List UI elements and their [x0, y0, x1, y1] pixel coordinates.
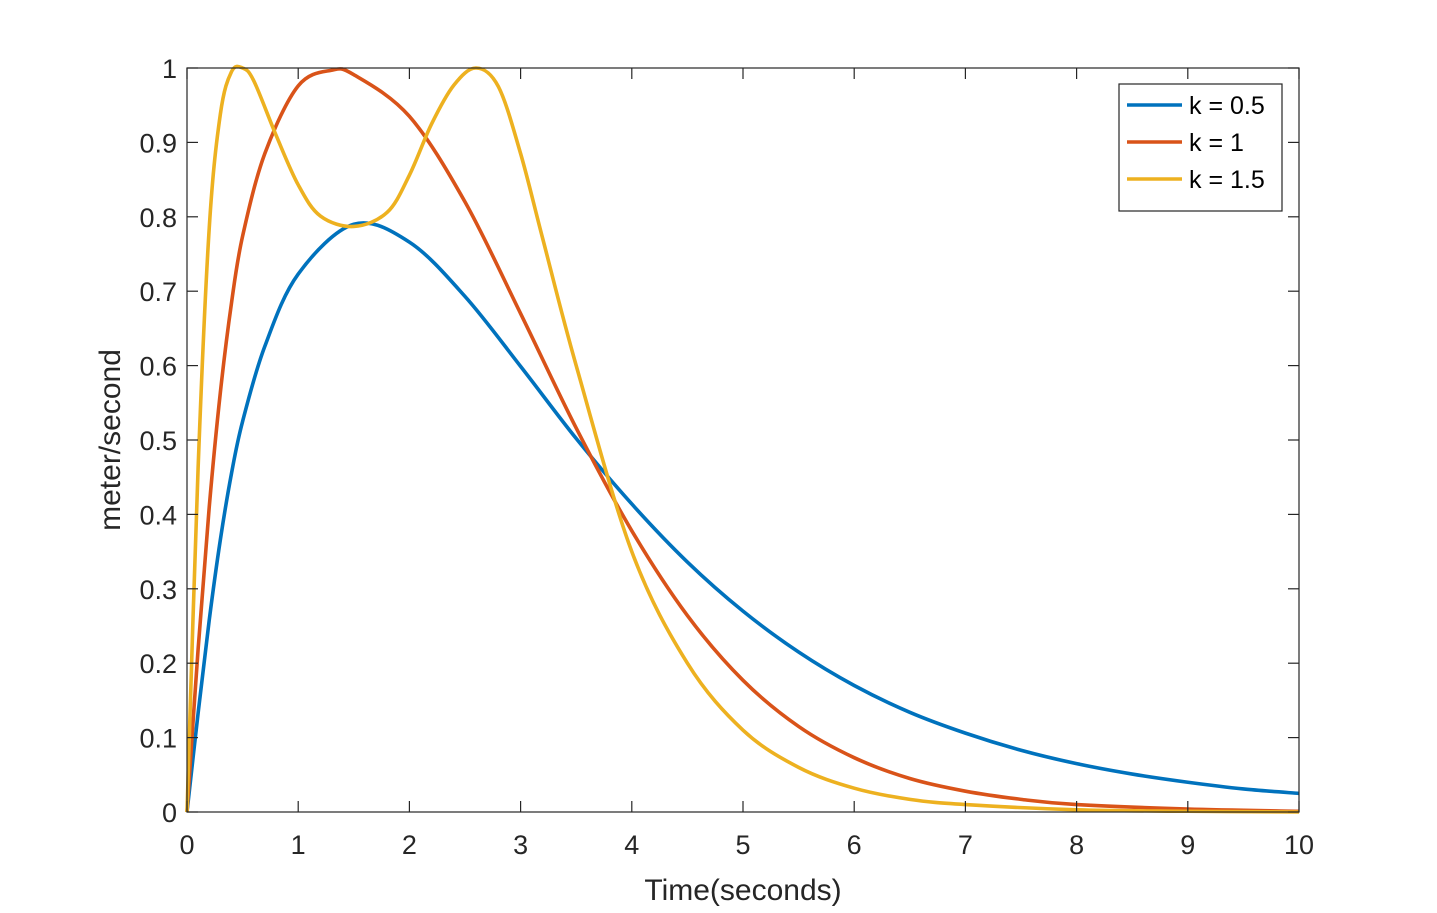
x-tick-label: 2 [402, 830, 417, 860]
y-tick-label: 0.8 [139, 203, 177, 233]
legend: k = 0.5 k = 1 k = 1.5 [1118, 83, 1283, 212]
x-tick-label: 8 [1069, 830, 1084, 860]
y-tick-label: 1 [162, 54, 177, 84]
y-tick-label: 0.2 [139, 649, 177, 679]
y-tick-label: 0.7 [139, 277, 177, 307]
series-line-2 [185, 67, 1300, 814]
x-tick-label: 10 [1284, 830, 1314, 860]
y-tick-label: 0.5 [139, 426, 177, 456]
x-axis-label: Time(seconds) [644, 874, 841, 907]
x-tick-label: 4 [624, 830, 639, 860]
y-axis-label: meter/second [94, 349, 127, 531]
plot-background [187, 68, 1299, 812]
y-tick-label: 0.6 [139, 352, 177, 382]
y-tick-label: 0.1 [139, 724, 177, 754]
y-tick-label: 0.4 [139, 500, 177, 530]
x-tick-label: 5 [735, 830, 750, 860]
y-tick-label: 0.3 [139, 575, 177, 605]
x-tick-label: 6 [847, 830, 862, 860]
legend-entry-label: k = 0.5 [1189, 92, 1265, 120]
series-line-1 [185, 221, 1300, 813]
y-tick-label: 0.9 [139, 128, 177, 158]
legend-entry-label: k = 1 [1189, 129, 1244, 157]
x-tick-label: 3 [513, 830, 528, 860]
x-tick-label: 9 [1180, 830, 1195, 860]
tick-layer: 0 1 2 3 4 5 6 7 8 9 10 0 0.1 0.2 0.3 0.4 0.5 0.6 0.7 0.8 0.9… [139, 54, 1314, 860]
y-tick-label: 0 [162, 798, 177, 828]
legend-entry-label: k = 1.5 [1189, 166, 1265, 194]
x-tick-label: 0 [179, 830, 194, 860]
x-tick-label: 1 [291, 830, 306, 860]
x-tick-label: 7 [958, 830, 973, 860]
